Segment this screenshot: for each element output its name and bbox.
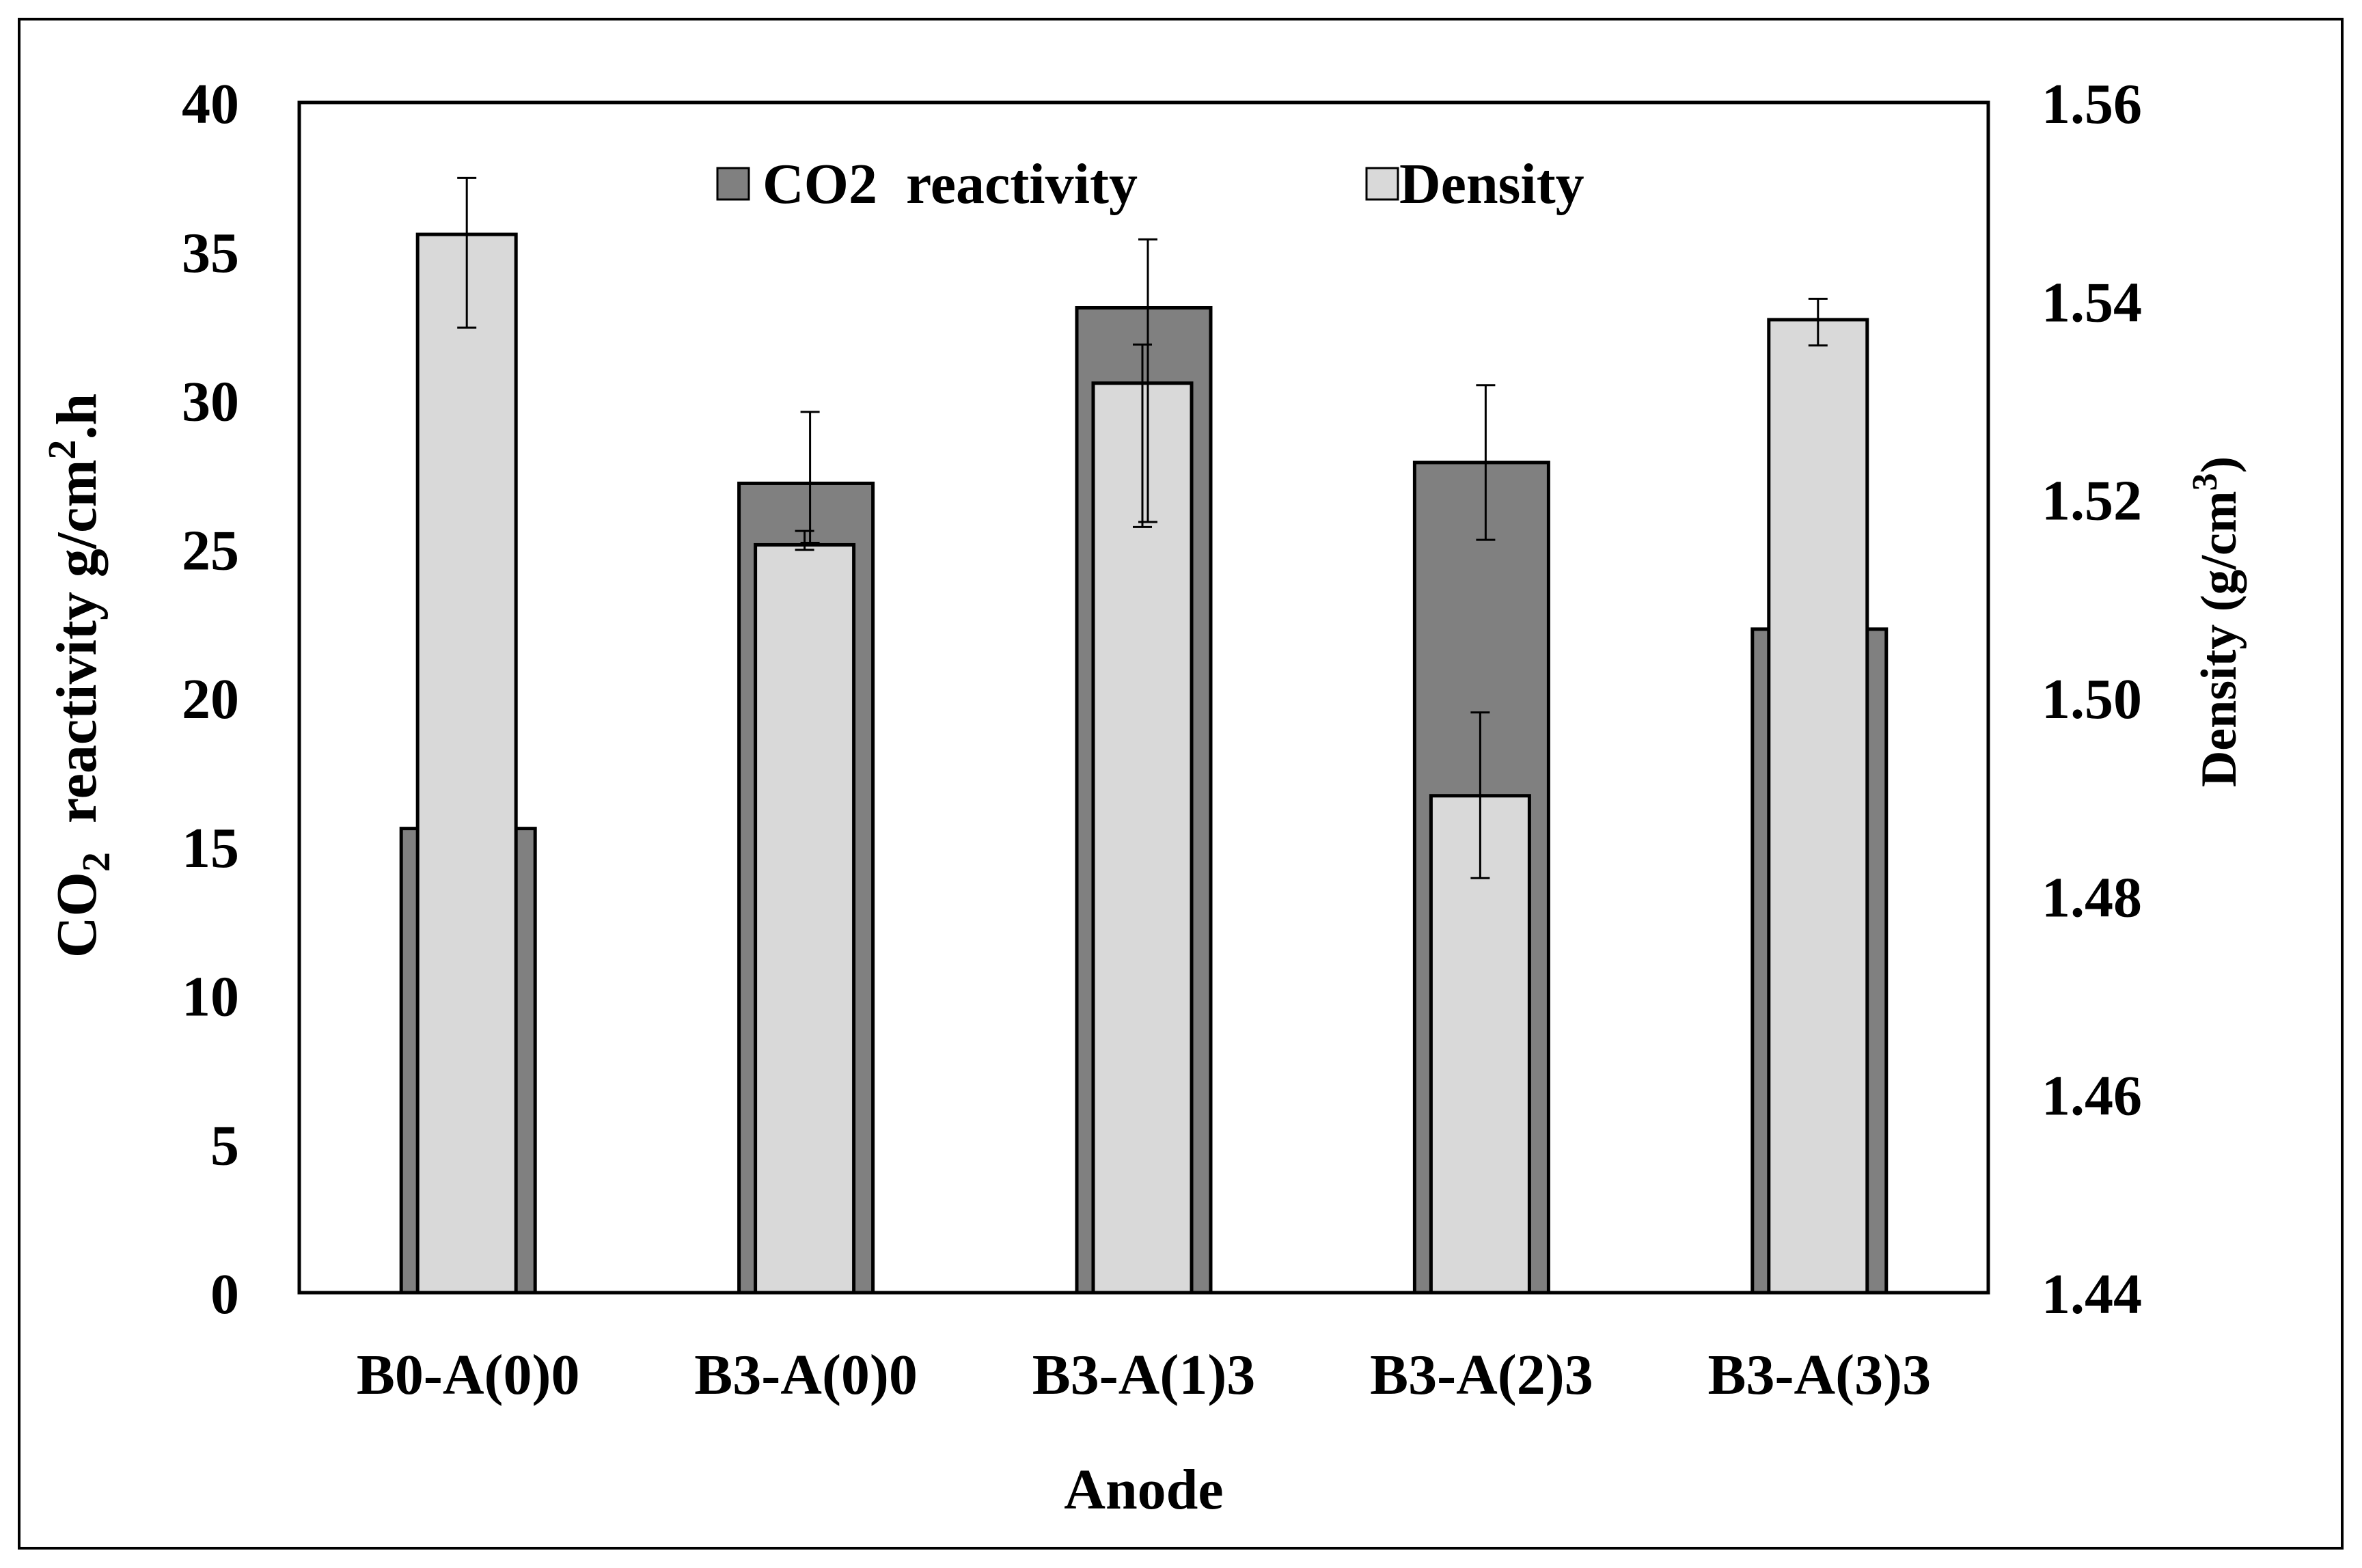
y2-tick-label: 1.54 [2042, 271, 2142, 334]
y-tick-label: 0 [210, 1263, 239, 1326]
legend-label-co2: CO2 reactivity [763, 152, 1138, 216]
y2-tick-label: 1.56 [2042, 72, 2142, 136]
category-labels: B0-A(0)0 B3-A(0)0 B3-A(1)3 B3-A(2)3 B3-A(3)3 [357, 1343, 1931, 1407]
y-tick-label: 30 [182, 370, 239, 434]
legend: CO2 reactivity Density [716, 152, 1584, 216]
y-tick-label: 35 [182, 221, 239, 285]
x-category-label: B3-A(3)3 [1707, 1343, 1931, 1407]
error-bars [457, 176, 1828, 879]
legend-swatch-density [1365, 167, 1399, 201]
y-tick-label: 25 [182, 519, 239, 582]
error-bar-density [457, 176, 477, 329]
y2-tick-label: 1.44 [2042, 1263, 2142, 1326]
y-tick-label: 15 [182, 816, 239, 880]
error-bar-density [1470, 711, 1490, 879]
right-axis-ticks: 1.44 1.46 1.48 1.50 1.52 1.54 1.56 [2042, 72, 2142, 1326]
y-tick-label: 10 [182, 965, 239, 1029]
y2-tick-label: 1.52 [2042, 469, 2142, 533]
y2-axis-title: Density (g/cm3) [2186, 456, 2247, 787]
legend-swatch-co2 [716, 167, 750, 201]
y-axis-title: CO2 reactivity g/cm2.h [40, 350, 118, 1030]
y2-tick-label: 1.48 [2042, 866, 2142, 929]
y2-tick-label: 1.50 [2042, 668, 2142, 731]
x-category-label: B3-A(2)3 [1370, 1343, 1593, 1407]
error-bar-density [795, 529, 814, 551]
x-category-label: B0-A(0)0 [357, 1343, 580, 1407]
x-axis-title: Anode [1064, 1458, 1223, 1522]
y2-tick-label: 1.46 [2042, 1064, 2142, 1128]
x-category-label: B3-A(1)3 [1032, 1343, 1256, 1407]
error-bar-co2 [1476, 384, 1496, 541]
x-category-label: B3-A(0)0 [694, 1343, 918, 1407]
bar-density [1767, 318, 1869, 1295]
error-bar-density [1808, 297, 1828, 347]
y-tick-label: 5 [210, 1114, 239, 1177]
bar-density [415, 232, 518, 1295]
error-bar-density [1133, 343, 1152, 528]
left-axis-ticks: 0 5 10 15 20 25 30 35 40 [182, 72, 239, 1326]
y-tick-label: 40 [182, 72, 239, 136]
y-tick-label: 20 [182, 668, 239, 731]
legend-label-density: Density [1399, 152, 1584, 216]
bar-density [1091, 381, 1194, 1295]
bar-density [754, 542, 856, 1295]
